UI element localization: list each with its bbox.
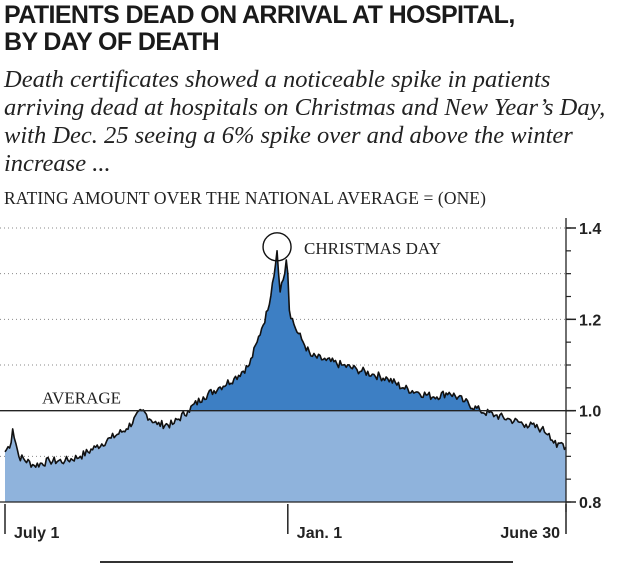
- y-tick-label: 1.0: [579, 404, 601, 421]
- average-label: AVERAGE: [42, 389, 121, 408]
- y-tick-label: 0.8: [579, 495, 601, 512]
- above-average-area: [5, 250, 566, 411]
- data-series-line: [4, 250, 567, 468]
- headline-line-2: BY DAY OF DEATH: [4, 28, 220, 56]
- bottom-rule: [100, 561, 513, 563]
- christmas-day-label: CHRISTMAS DAY: [304, 239, 441, 258]
- data-line-group: [4, 250, 567, 468]
- x-tick-label: Jan. 1: [297, 525, 342, 542]
- y-axis-scale-note: RATING AMOUNT OVER THE NATIONAL AVERAGE …: [4, 188, 487, 208]
- axes: AVERAGE 1.4 1.2 1.0 0.8 July 1 Jan. 1 June 30: [0, 218, 601, 542]
- x-tick-label: July 1: [14, 525, 59, 542]
- headline-line-1: PATIENTS DEAD ON ARRIVAL AT HOSPITAL,: [4, 1, 515, 29]
- christmas-circle-marker: [262, 232, 292, 262]
- x-tick-label: June 30: [500, 525, 560, 542]
- annotations: CHRISTMAS DAY: [262, 232, 441, 262]
- chart-description: Death certificates showed a noticeable s…: [4, 66, 606, 177]
- below-average-area: [5, 410, 566, 502]
- data-areas: [5, 250, 566, 502]
- y-tick-label: 1.2: [579, 312, 601, 329]
- chart-headline: PATIENTS DEAD ON ARRIVAL AT HOSPITAL, BY…: [4, 2, 604, 56]
- y-tick-label: 1.4: [579, 221, 601, 238]
